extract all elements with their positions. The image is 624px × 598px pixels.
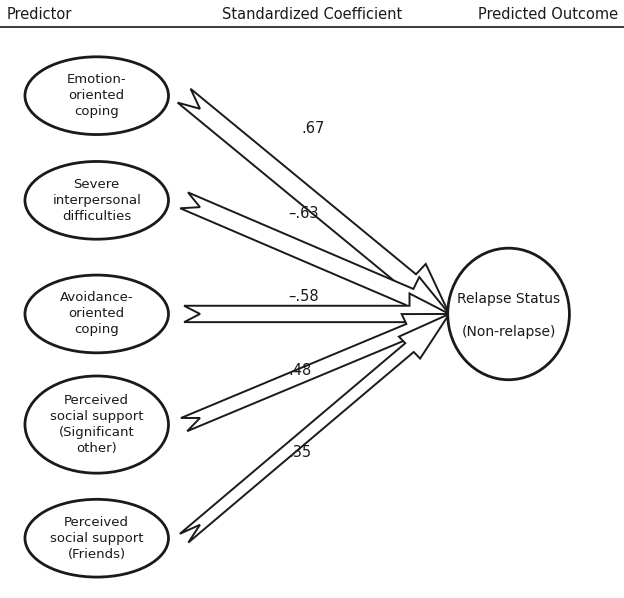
Text: Avoidance-
oriented
coping: Avoidance- oriented coping — [60, 291, 134, 337]
Text: (Non-relapse): (Non-relapse) — [461, 325, 556, 339]
Ellipse shape — [25, 499, 168, 577]
Text: Severe
interpersonal
difficulties: Severe interpersonal difficulties — [52, 178, 141, 223]
Polygon shape — [180, 193, 449, 317]
Polygon shape — [184, 294, 449, 334]
Ellipse shape — [25, 275, 168, 353]
Polygon shape — [180, 314, 449, 542]
Text: Predictor: Predictor — [6, 7, 72, 23]
Text: .35: .35 — [288, 446, 312, 460]
Text: Relapse Status: Relapse Status — [457, 292, 560, 306]
Polygon shape — [178, 89, 449, 314]
Text: .67: .67 — [301, 121, 324, 136]
Text: –.63: –.63 — [288, 206, 319, 221]
Text: Emotion-
oriented
coping: Emotion- oriented coping — [67, 73, 127, 118]
Text: Predicted Outcome: Predicted Outcome — [477, 7, 618, 23]
Ellipse shape — [25, 376, 168, 473]
Text: –.58: –.58 — [288, 288, 319, 304]
Ellipse shape — [25, 57, 168, 135]
Ellipse shape — [447, 248, 569, 380]
Text: Perceived
social support
(Friends): Perceived social support (Friends) — [50, 515, 144, 561]
Text: Perceived
social support
(Significant
other): Perceived social support (Significant ot… — [50, 394, 144, 455]
Ellipse shape — [25, 161, 168, 239]
Text: Standardized Coefficient: Standardized Coefficient — [222, 7, 402, 23]
Polygon shape — [181, 314, 449, 431]
Text: .48: .48 — [288, 363, 312, 378]
